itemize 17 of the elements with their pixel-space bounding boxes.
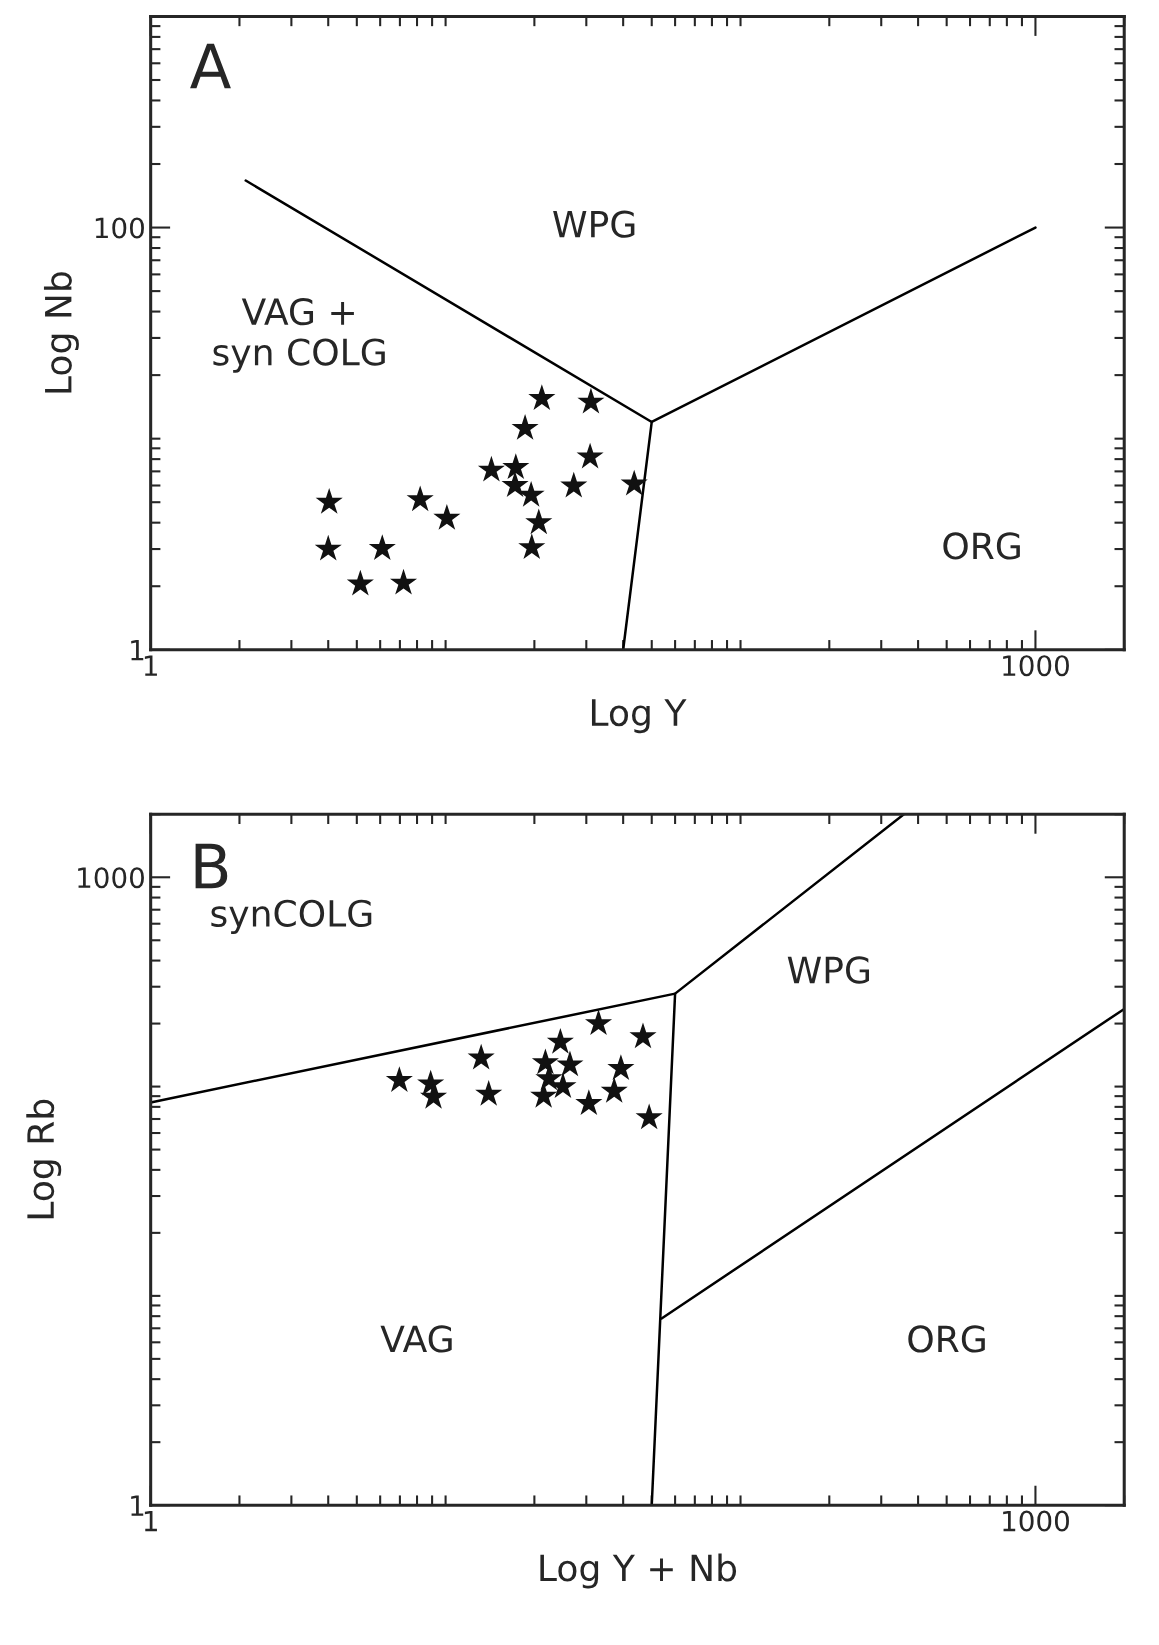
- y-tick-label: 1: [131, 1495, 144, 1516]
- x-axis-title: Log Y: [591, 699, 687, 734]
- annotation: VAG + syn COLG: [213, 297, 385, 373]
- annotation: WPG: [787, 956, 870, 984]
- annotation: ORG: [943, 532, 1020, 560]
- annotation: synCOLG: [211, 899, 372, 934]
- y-tick-label: 100: [95, 217, 144, 239]
- y-axis-title: Log Rb: [26, 1099, 62, 1219]
- annotation: ORG: [908, 1325, 985, 1353]
- y-tick-label: 1: [131, 640, 144, 661]
- x-axis-title: Log Y + Nb: [540, 1553, 737, 1589]
- chart-title: B: [195, 843, 228, 889]
- annotation: WPG: [553, 210, 635, 238]
- annotation: VAG: [380, 1325, 452, 1353]
- y-tick-label: 1000: [78, 867, 144, 889]
- y-axis-title: Log Nb: [43, 272, 79, 393]
- chart-title: A: [190, 43, 231, 89]
